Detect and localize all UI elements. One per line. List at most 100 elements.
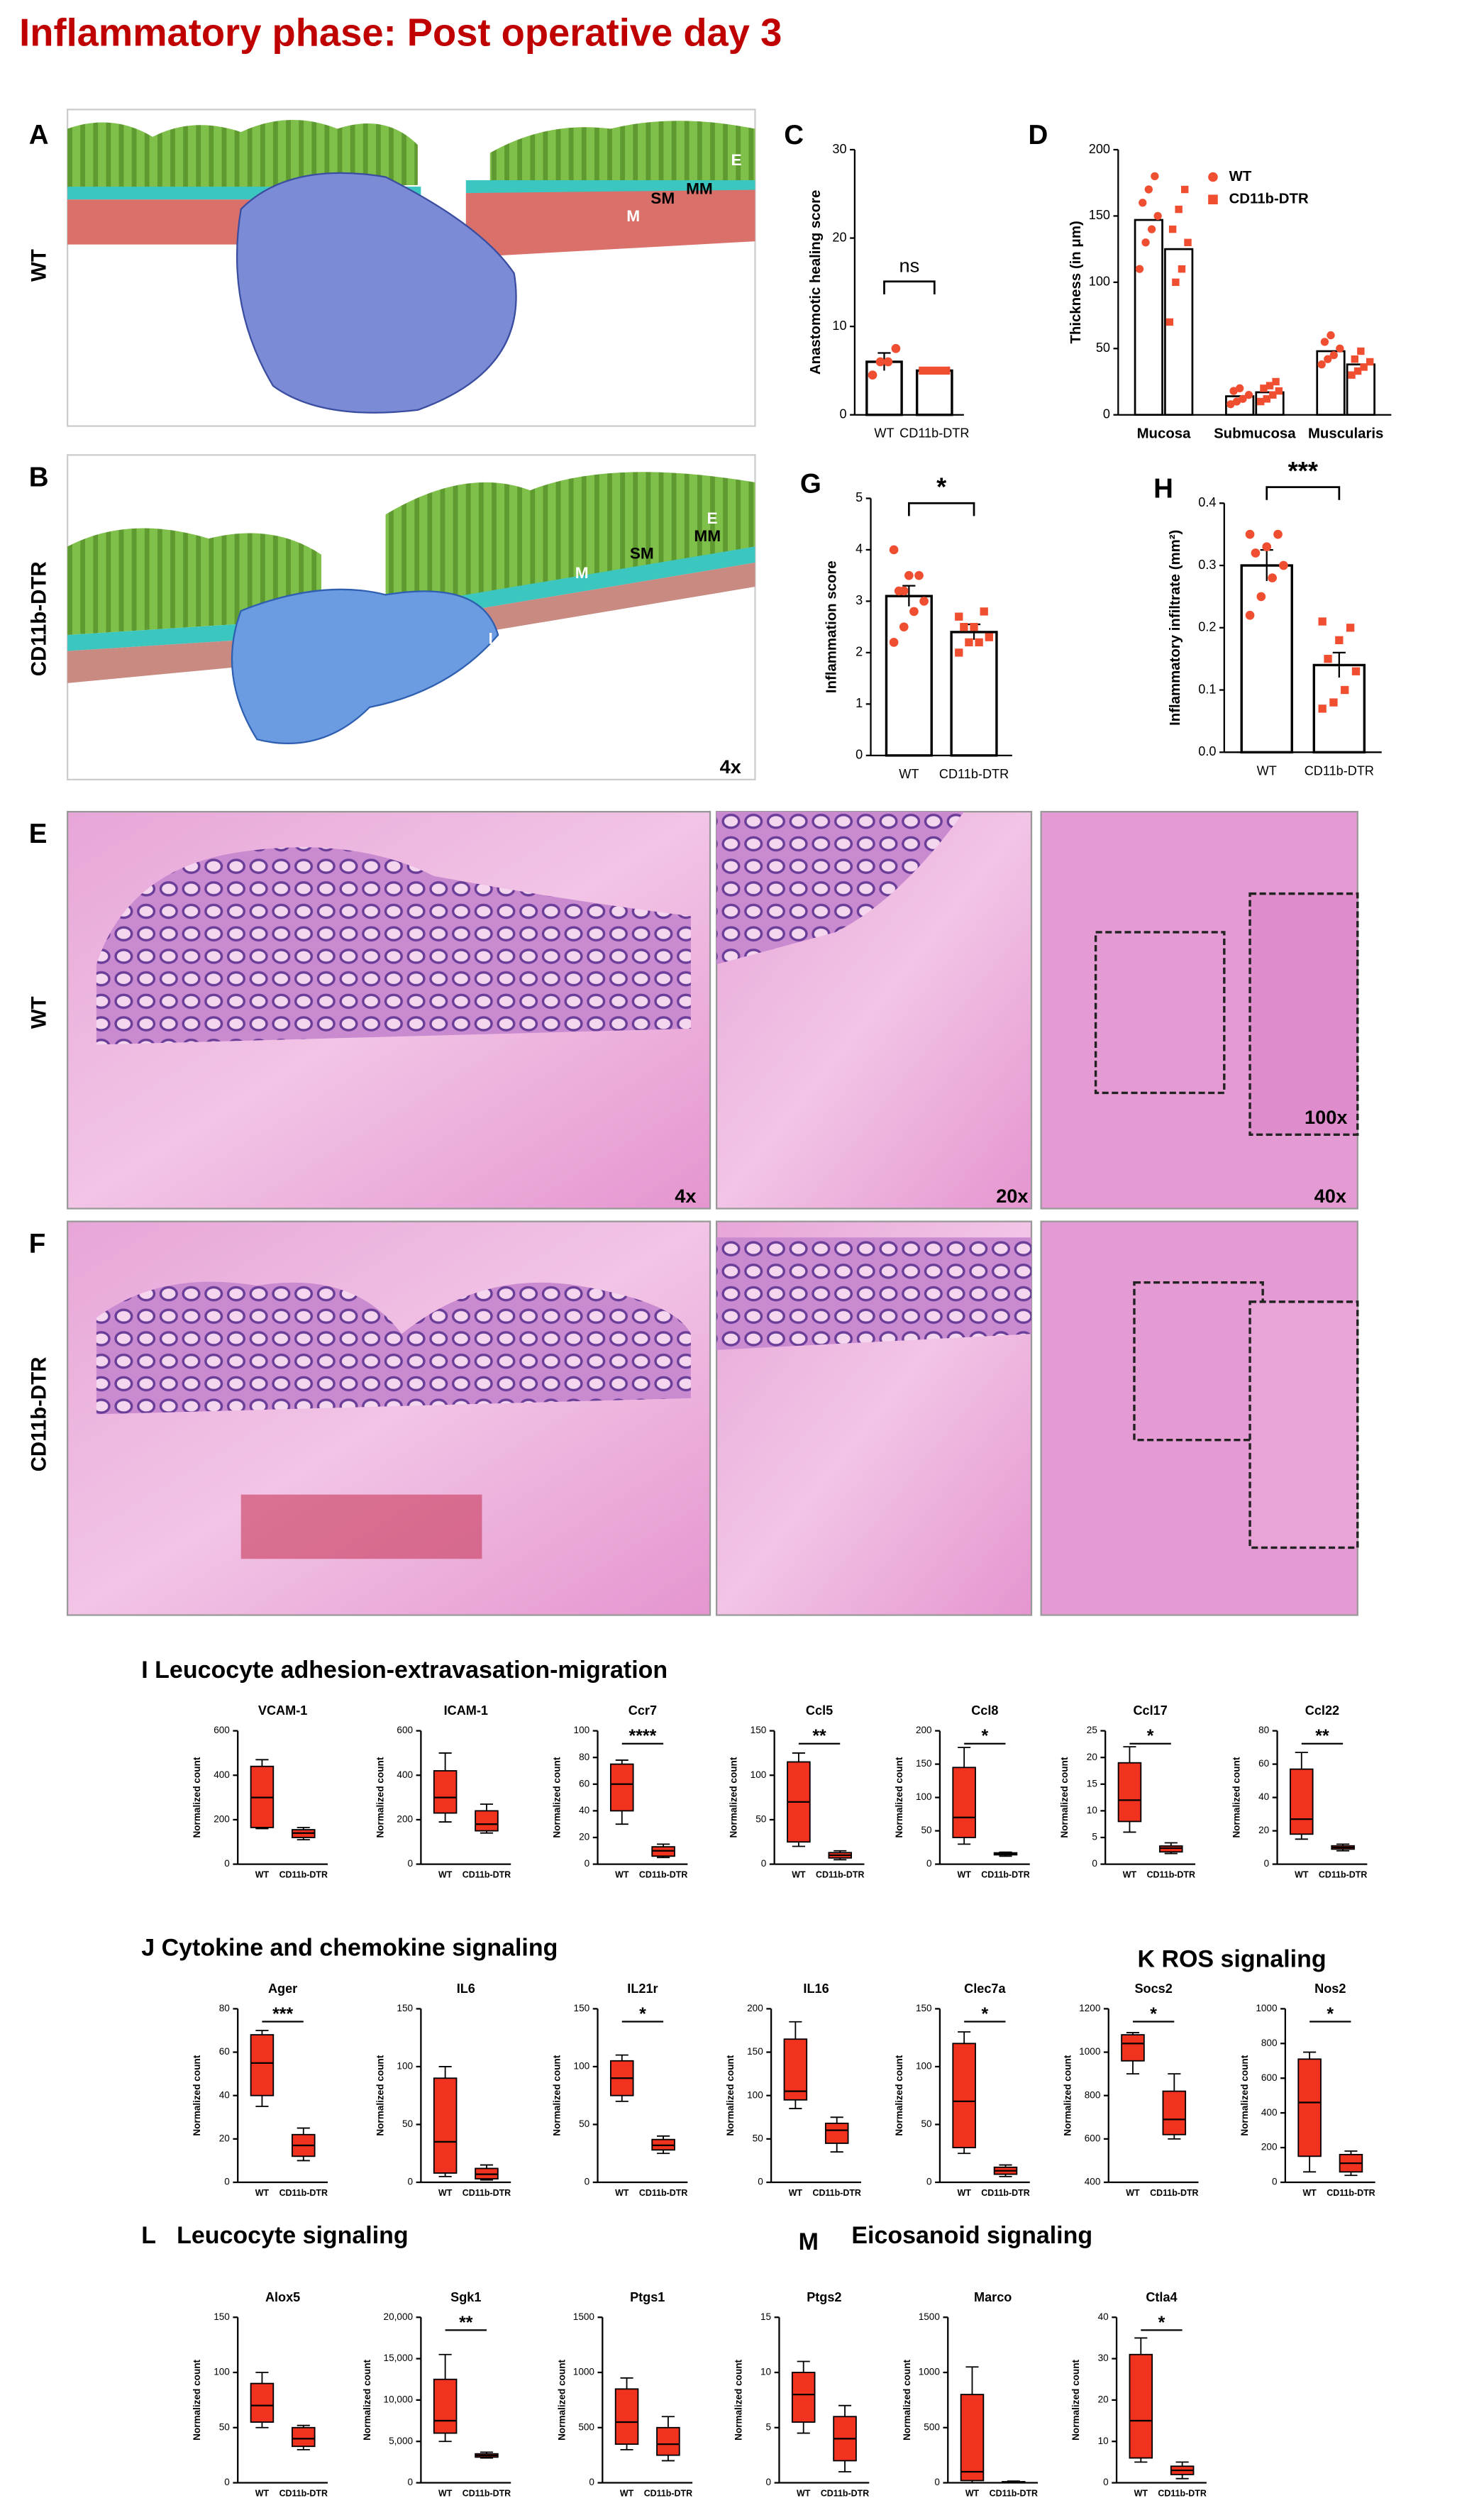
bar <box>1164 248 1194 416</box>
y-tick-label: 200 <box>1089 142 1110 156</box>
data-point <box>1317 360 1326 369</box>
x-tick-label: CD11b-DTR <box>279 2188 328 2198</box>
tissue-label: E <box>707 509 718 527</box>
y-tick-label: 30 <box>832 142 846 156</box>
tissue-label: M <box>626 207 640 225</box>
y-tick-label: 20 <box>1087 1752 1098 1762</box>
y-tick-label: 20 <box>1098 2394 1109 2404</box>
significance-label: *** <box>1288 456 1319 485</box>
data-point <box>1329 350 1338 360</box>
y-tick-label: 50 <box>219 2421 231 2432</box>
y-axis-label: Normalized count <box>729 1757 739 1838</box>
section-title: J Cytokine and chemokine signaling <box>141 1935 558 1962</box>
y-tick-label: 600 <box>1085 2133 1101 2143</box>
y-tick-label: 150 <box>1089 208 1110 222</box>
panel-label: E <box>29 819 48 849</box>
data-point <box>1256 592 1266 602</box>
figure-title: Inflammatory phase: Post operative day 3 <box>19 11 782 55</box>
y-axis-label: Normalized count <box>1059 1757 1070 1838</box>
x-tick-label: CD11b-DTR <box>939 767 1009 781</box>
y-tick-label: 0.4 <box>1198 495 1216 509</box>
chart-title: Ccl17 <box>1133 1703 1167 1718</box>
y-tick-label: 100 <box>214 2367 230 2377</box>
y-tick-label: 0 <box>1103 407 1110 421</box>
x-tick-label: WT <box>615 2188 629 2198</box>
y-tick-label: 200 <box>214 1814 230 1825</box>
y-axis-label: Normalized count <box>192 2359 202 2440</box>
y-tick-label: 1 <box>855 696 863 710</box>
y-tick-label: 25 <box>1087 1725 1097 1735</box>
y-tick-label: 100 <box>1089 275 1110 289</box>
x-tick-label: WT <box>899 767 919 781</box>
data-point <box>1172 278 1180 287</box>
magnification: 100x <box>1305 1106 1347 1128</box>
y-tick-label: 20 <box>1258 1825 1270 1835</box>
legend-label: WT <box>1229 169 1252 184</box>
section-title: I Leucocyte adhesion-extravasation-migra… <box>141 1657 668 1684</box>
y-axis-label: Normalized count <box>894 2055 904 2135</box>
chart-title: IL6 <box>457 1982 475 1996</box>
y-tick-label: 0 <box>224 1858 230 1869</box>
box <box>433 1770 458 1814</box>
y-axis-label: Normalized count <box>192 1757 202 1838</box>
data-point <box>1360 363 1368 371</box>
chart-title: Ccr7 <box>628 1703 657 1718</box>
data-point <box>1348 371 1356 379</box>
y-tick-label: 0 <box>766 2477 772 2487</box>
data-point <box>1260 385 1268 392</box>
data-point <box>1320 338 1329 346</box>
data-point <box>883 357 893 367</box>
y-tick-label: 200 <box>397 1814 413 1825</box>
y-tick-label: 0 <box>408 1858 414 1869</box>
x-tick-label: WT <box>1126 2188 1140 2198</box>
data-point <box>1351 355 1359 363</box>
panel-label: D <box>1028 120 1048 150</box>
y-tick-label: 40 <box>1258 1791 1270 1802</box>
tissue-label: MM <box>694 527 721 545</box>
x-tick-label: WT <box>797 2489 811 2499</box>
significance-label: ** <box>459 2313 473 2333</box>
data-point <box>899 622 909 631</box>
data-point <box>1144 185 1153 194</box>
y-tick-label: 20 <box>219 2133 231 2143</box>
data-point <box>1329 698 1338 707</box>
panel-a-image: E MM SM M I <box>66 109 756 427</box>
chart-title: Nos2 <box>1314 1982 1346 1996</box>
y-tick-label: 0 <box>224 2477 230 2487</box>
y-tick-label: 100 <box>574 1725 590 1735</box>
data-point <box>1353 367 1362 375</box>
box <box>783 2038 808 2101</box>
data-point <box>1235 384 1244 392</box>
box <box>952 2043 976 2149</box>
x-tick-label: CD11b-DTR <box>463 1870 511 1880</box>
box <box>610 1763 634 1812</box>
y-tick-label: 0 <box>1264 1858 1270 1869</box>
data-point <box>985 633 993 641</box>
bar <box>1240 564 1293 754</box>
x-tick-label: CD11b-DTR <box>639 2188 687 2198</box>
significance-label: * <box>981 2004 988 2024</box>
y-tick-label: 400 <box>1261 2107 1278 2118</box>
panel-e-images: 4x 20x 40x 100x <box>66 810 1359 1210</box>
x-tick-label: Submucosa <box>1214 426 1296 441</box>
box <box>292 2426 316 2448</box>
data-point <box>942 366 951 375</box>
y-tick-label: 1000 <box>1256 2003 1278 2013</box>
box <box>433 2077 458 2174</box>
data-point <box>1245 529 1255 539</box>
section-title: Leucocyte signaling <box>177 2222 409 2249</box>
data-point <box>980 607 988 616</box>
y-tick-label: 50 <box>402 2118 414 2129</box>
box <box>1121 2034 1145 2062</box>
x-tick-label: CD11b-DTR <box>990 2489 1038 2499</box>
y-tick-label: 5 <box>1092 1832 1097 1842</box>
data-point <box>1153 211 1162 221</box>
x-tick-label: CD11b-DTR <box>639 1870 687 1880</box>
box <box>952 1767 976 1838</box>
significance-bracket <box>883 280 936 294</box>
y-axis-label: Anastomotic healing score <box>808 190 824 375</box>
y-tick-label: 5,000 <box>389 2436 413 2446</box>
x-tick-label: WT <box>1302 2188 1317 2198</box>
y-tick-label: 3 <box>855 593 863 607</box>
